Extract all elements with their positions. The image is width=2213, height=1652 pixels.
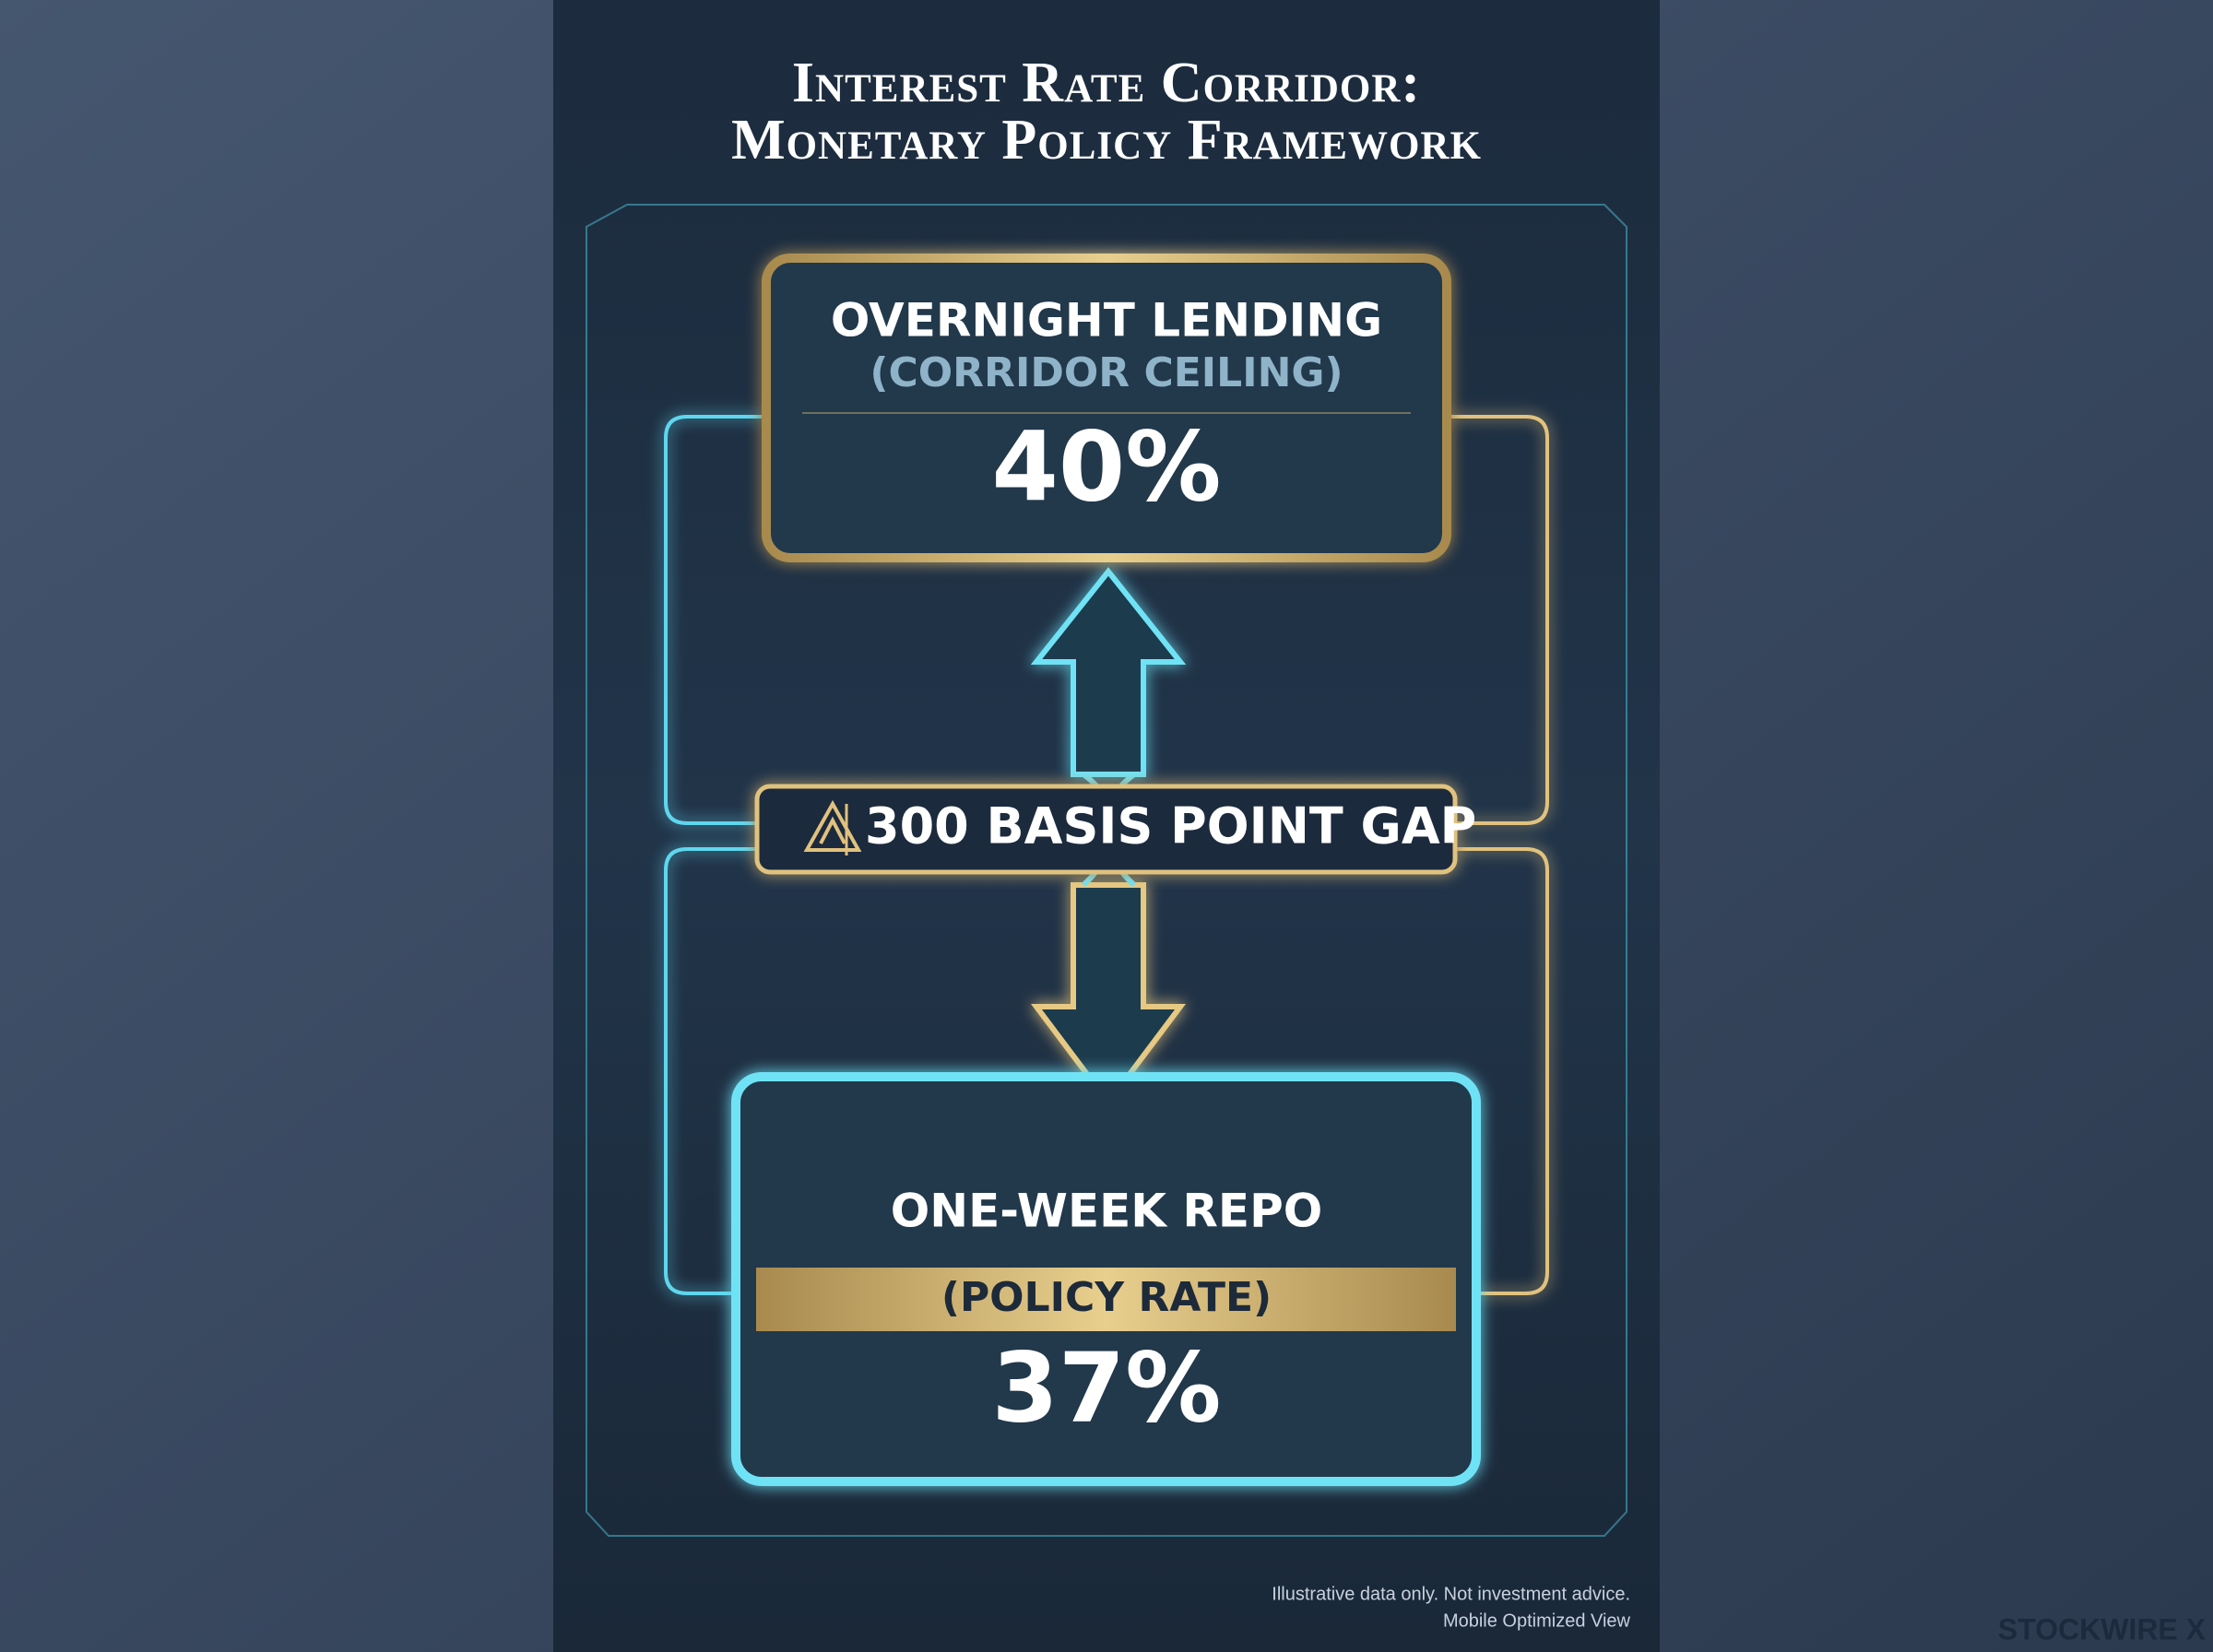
- title: Interest Rate Corridor:: [792, 52, 1421, 114]
- box-subtitle: (POLICY RATE): [941, 1274, 1272, 1321]
- connector: [664, 847, 757, 1295]
- rate: 40%: [992, 410, 1222, 523]
- connector: [1455, 847, 1549, 1295]
- box-title: OVERNIGHT LENDING: [831, 294, 1382, 348]
- connector: [664, 415, 766, 825]
- up-arrow: [1030, 567, 1187, 777]
- brand: STOCKWIRE X: [1998, 1612, 2207, 1646]
- connector: [1447, 415, 1549, 825]
- box-subtitle: (CORRIDOR CEILING): [870, 349, 1343, 396]
- rate: 37%: [992, 1331, 1222, 1444]
- gap-label: 300 BASIS POINT GAP: [865, 797, 1476, 856]
- down-arrow: [1031, 882, 1186, 1107]
- ceiling-box: [762, 254, 1451, 562]
- frame: [586, 204, 1627, 1537]
- title: Monetary Policy Framework: [731, 109, 1482, 171]
- disclaimer: Illustrative data only. Not investment a…: [1272, 1584, 1630, 1604]
- gap-pill: [754, 784, 1458, 875]
- disclaimer: Mobile Optimized View: [1443, 1611, 1631, 1631]
- box-title: ONE-WEEK REPO: [891, 1185, 1322, 1238]
- policy-band: [756, 1268, 1456, 1331]
